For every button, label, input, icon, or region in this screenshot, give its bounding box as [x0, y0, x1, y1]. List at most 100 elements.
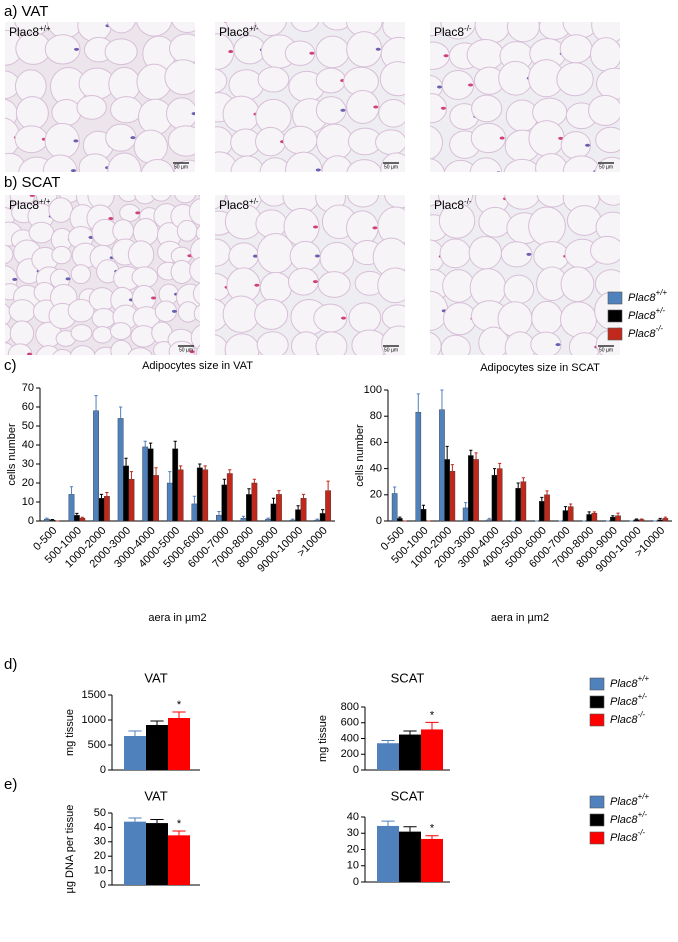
cell-outline: [174, 195, 197, 204]
nucleus: [74, 47, 80, 51]
bar: [172, 448, 179, 522]
error-bar: [143, 440, 147, 447]
nucleus: [254, 283, 260, 287]
y-axis-label: µg DNA per tissue: [64, 805, 76, 894]
bar: [439, 409, 445, 522]
cell-outline: [346, 159, 383, 172]
legend-swatch: [589, 813, 605, 827]
cell-outline: [282, 125, 318, 155]
bar: [128, 479, 135, 522]
bar: [421, 729, 443, 770]
error-bar: [425, 835, 439, 839]
nucleus: [198, 47, 203, 50]
bar: [153, 475, 159, 522]
cell-outline: [222, 295, 260, 333]
cell-outline: [67, 298, 95, 323]
cell-outline: [381, 325, 405, 355]
cell-outline: [215, 195, 227, 210]
nucleus: [12, 277, 18, 281]
chart-title: VAT: [144, 788, 167, 803]
cell-outline: [503, 158, 541, 172]
error-bar: [440, 389, 444, 410]
cell-outline: [44, 34, 81, 65]
y-axis-label: mg tissue: [317, 715, 329, 762]
chart-title: SCAT: [391, 670, 425, 685]
bar: [397, 518, 403, 522]
genotype-name: Plac8: [434, 25, 464, 39]
cell-outline: [438, 202, 476, 239]
cells: [5, 22, 203, 172]
legend-swatch: [589, 831, 605, 845]
bar: [325, 490, 332, 522]
cell-outline: [76, 94, 107, 120]
legend-name: Plac8: [610, 832, 638, 844]
cell-outline: [259, 271, 292, 304]
micrograph-label: Plac8+/-: [219, 24, 259, 39]
bar: [496, 468, 503, 522]
legend-swatch: [589, 677, 605, 691]
nucleus: [440, 106, 446, 110]
annotation: *: [430, 709, 435, 721]
cell-outline: [315, 331, 348, 355]
cell-outline: [48, 197, 74, 223]
nucleus: [198, 139, 203, 142]
cell-outline: [35, 345, 62, 355]
bar: [191, 503, 198, 522]
error-bar: [545, 490, 549, 495]
micrograph-label: Plac8+/+: [9, 197, 51, 212]
error-bar: [326, 480, 330, 491]
cell-outline: [127, 347, 153, 355]
cell-outline: [282, 195, 320, 214]
nucleus: [65, 277, 71, 281]
legend-name: Plac8: [610, 696, 638, 708]
nucleus: [496, 171, 501, 172]
legend-label: Plac8-/-: [610, 828, 645, 844]
error-bar: [421, 504, 426, 510]
bar: [515, 488, 521, 522]
legend-sup: +/-: [656, 306, 666, 315]
legend-name: Plac8: [610, 814, 638, 826]
cell-outline: [70, 264, 91, 285]
nucleus: [309, 51, 315, 55]
error-bar: [45, 517, 49, 520]
nucleus: [73, 139, 79, 143]
error-bar: [291, 518, 295, 521]
cell-outline: [504, 331, 536, 355]
bar: [662, 518, 669, 522]
annotation: *: [430, 823, 435, 835]
error-bar: [663, 516, 667, 519]
y-tick-label: 1500: [82, 689, 106, 701]
bar: [93, 410, 99, 522]
error-bar: [75, 512, 79, 516]
y-tick-label: 30: [22, 458, 34, 470]
micrograph-label: Plac8-/-: [434, 197, 472, 212]
y-tick-label: 500: [88, 739, 106, 751]
micrograph: Plac8-/- 50 µm: [430, 22, 620, 172]
nucleus: [563, 191, 568, 194]
cell-outline: [225, 22, 257, 35]
cell-outline: [196, 344, 200, 355]
cell-outline: [474, 22, 511, 44]
error-bar: [634, 518, 639, 520]
cell-outline: [105, 123, 137, 152]
cell-outline: [133, 129, 168, 164]
panel-label: e): [4, 776, 17, 793]
bar: [226, 473, 233, 522]
error-bar: [128, 730, 142, 736]
nucleus: [151, 296, 157, 300]
bar: [123, 465, 129, 522]
cell-outline: [536, 195, 569, 208]
bar: [444, 459, 450, 522]
bar: [300, 498, 307, 522]
legend-sup: -/-: [656, 324, 664, 333]
chart-title: Adipocytes size in SCAT: [480, 362, 600, 374]
cell-outline: [173, 159, 195, 172]
bar: [399, 831, 421, 882]
error-bar: [173, 440, 177, 449]
cell-outline: [215, 238, 232, 267]
cell-outline: [315, 96, 347, 125]
cell-outline: [151, 195, 172, 202]
legend-name: Plac8: [628, 292, 656, 304]
cell-outline: [470, 122, 507, 154]
bar: [486, 519, 493, 522]
